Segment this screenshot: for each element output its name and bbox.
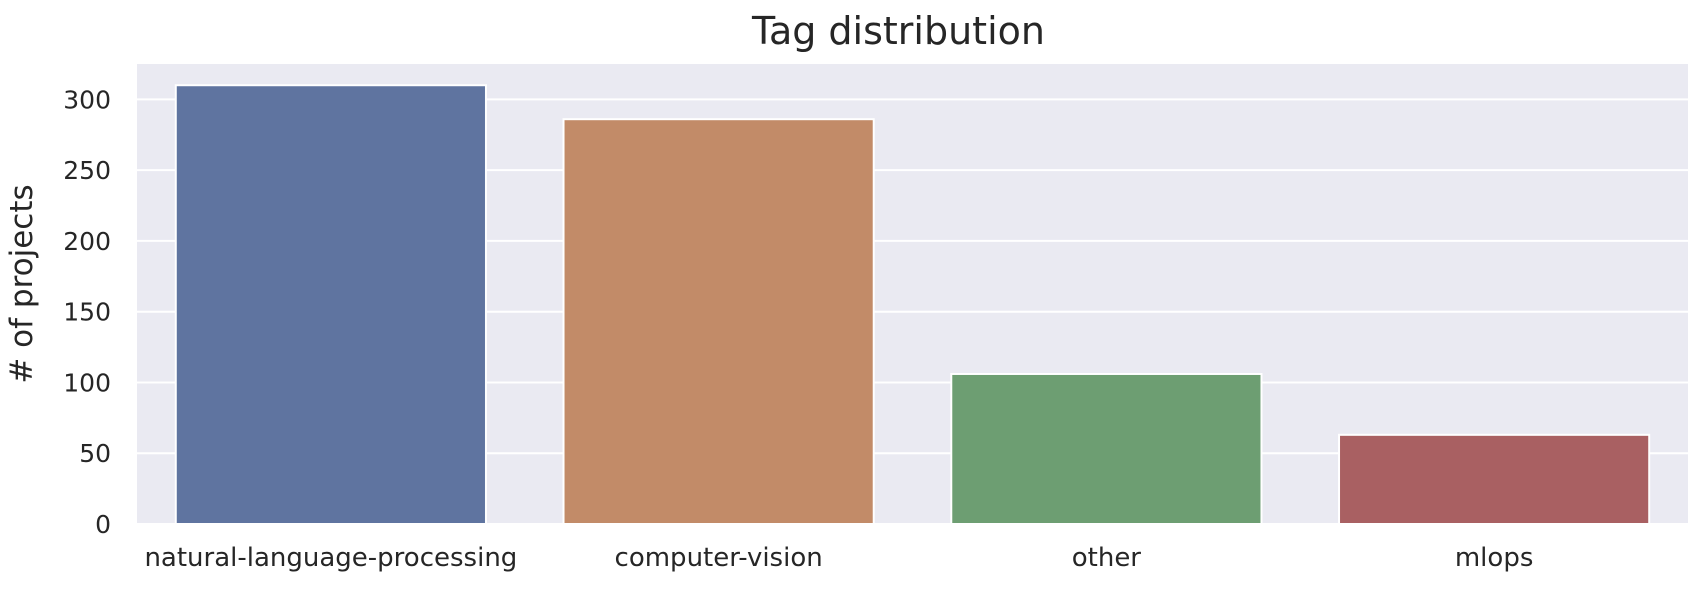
x-category-label: other — [1072, 543, 1142, 573]
x-category-label: computer-vision — [615, 543, 823, 573]
y-axis-label: # of projects — [4, 184, 40, 383]
y-tick-label: 200 — [63, 227, 111, 256]
bar-natural-language-processing — [174, 84, 487, 525]
x-category-labels: natural-language-processing computer-visi… — [144, 543, 1533, 573]
bar-mlops — [1338, 433, 1651, 526]
y-tick-label: 100 — [63, 368, 111, 397]
bar-other — [950, 372, 1263, 525]
x-category-label: natural-language-processing — [144, 543, 517, 573]
chart-title: Tag distribution — [751, 9, 1045, 53]
x-category-label: mlops — [1455, 543, 1534, 573]
bars — [174, 84, 1651, 526]
y-tick-labels: 0 50 100 150 200 250 300 — [63, 85, 111, 539]
bar-computer-vision — [562, 118, 875, 525]
y-tick-label: 300 — [63, 85, 111, 114]
y-tick-label: 50 — [79, 439, 111, 468]
y-tick-label: 0 — [95, 510, 111, 539]
y-tick-label: 250 — [63, 156, 111, 185]
y-tick-label: 150 — [63, 298, 111, 327]
